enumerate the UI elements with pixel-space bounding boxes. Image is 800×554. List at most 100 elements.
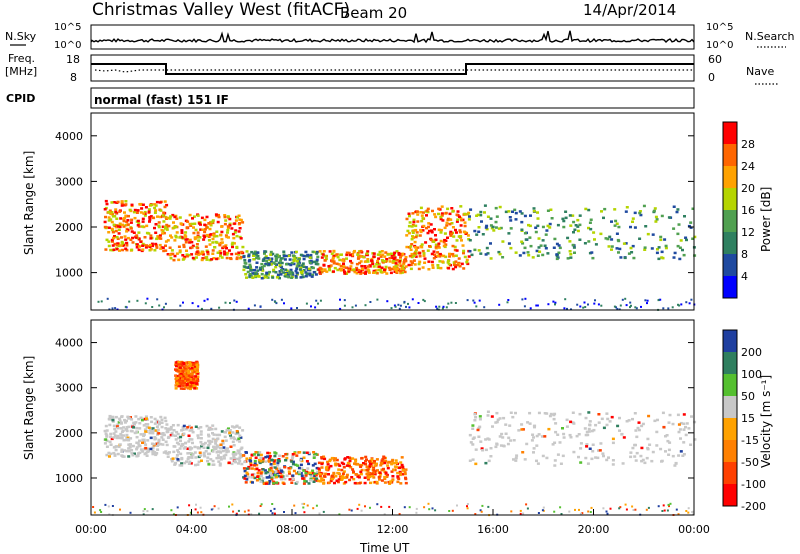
data-point (127, 455, 131, 458)
data-point (594, 423, 598, 427)
data-point (689, 226, 693, 229)
data-point (137, 444, 141, 447)
data-point (511, 210, 514, 213)
data-point (138, 203, 142, 206)
data-point (161, 432, 165, 435)
data-point (107, 505, 110, 508)
data-point (383, 270, 387, 273)
data-point (233, 222, 237, 225)
data-point (364, 462, 368, 466)
data-point (104, 215, 107, 219)
data-point (111, 240, 114, 243)
data-point (195, 380, 199, 383)
data-point (291, 477, 295, 481)
data-point (169, 215, 173, 218)
data-point (206, 456, 210, 459)
data-point (253, 304, 256, 307)
data-point (382, 259, 386, 263)
data-point (183, 446, 187, 449)
data-point (379, 255, 383, 258)
data-point (302, 265, 306, 268)
data-point (474, 448, 478, 451)
data-point (537, 433, 541, 436)
data-point (411, 298, 414, 301)
data-point (275, 257, 279, 260)
data-point (226, 225, 230, 228)
data-point (459, 216, 463, 220)
x-tick-label: 00:00 (678, 523, 710, 536)
data-point (130, 203, 134, 207)
data-point (348, 508, 351, 511)
data-point (288, 478, 292, 481)
data-point (145, 447, 149, 451)
data-point (267, 476, 271, 479)
data-point (206, 252, 210, 256)
data-point (184, 231, 188, 234)
data-point (426, 207, 430, 211)
data-point (302, 268, 306, 272)
data-point (234, 219, 238, 222)
data-point (270, 476, 274, 479)
data-point (237, 214, 241, 217)
data-point (127, 449, 131, 453)
data-point (417, 262, 421, 266)
data-point (399, 270, 403, 273)
data-point (141, 450, 145, 453)
data-point (210, 220, 214, 224)
data-point (384, 471, 388, 474)
data-point (116, 423, 120, 426)
data-point (199, 252, 203, 255)
data-point (194, 456, 198, 459)
data-point (474, 462, 478, 466)
data-point (438, 260, 442, 263)
data-point (430, 252, 434, 256)
data-point (301, 477, 305, 480)
data-point (256, 475, 260, 478)
data-point (243, 261, 247, 265)
data-point (413, 252, 417, 255)
data-point (543, 435, 547, 438)
data-point (685, 510, 688, 512)
data-point (295, 271, 299, 275)
data-point (619, 506, 622, 509)
data-point (563, 307, 566, 310)
data-point (437, 246, 441, 249)
data-point (211, 241, 215, 244)
data-point (237, 462, 240, 465)
data-point (272, 462, 276, 466)
data-point (336, 268, 340, 272)
data-point (640, 305, 642, 308)
data-point (118, 210, 122, 213)
data-point (118, 249, 121, 252)
data-point (528, 236, 532, 239)
data-point (351, 457, 355, 460)
data-point (283, 511, 285, 513)
data-point (392, 260, 396, 263)
data-point (556, 453, 560, 456)
colorbar-segment (723, 352, 737, 375)
data-point (594, 456, 598, 459)
data-point (256, 471, 260, 475)
data-point (489, 455, 493, 458)
data-point (456, 210, 460, 213)
data-point (208, 442, 212, 445)
data-point (169, 425, 173, 429)
data-point (172, 429, 176, 432)
data-point (630, 304, 632, 307)
data-point (311, 250, 315, 254)
data-point (147, 208, 151, 211)
data-point (341, 259, 345, 262)
data-point (384, 265, 388, 269)
data-point (348, 253, 352, 257)
data-point (315, 250, 319, 254)
data-point (517, 429, 521, 432)
data-point (233, 459, 237, 463)
data-point (161, 225, 165, 228)
data-point (399, 264, 403, 267)
data-point (431, 263, 435, 267)
data-point (692, 513, 695, 516)
data-point (154, 244, 158, 247)
data-point (315, 299, 318, 302)
data-point (188, 437, 192, 441)
